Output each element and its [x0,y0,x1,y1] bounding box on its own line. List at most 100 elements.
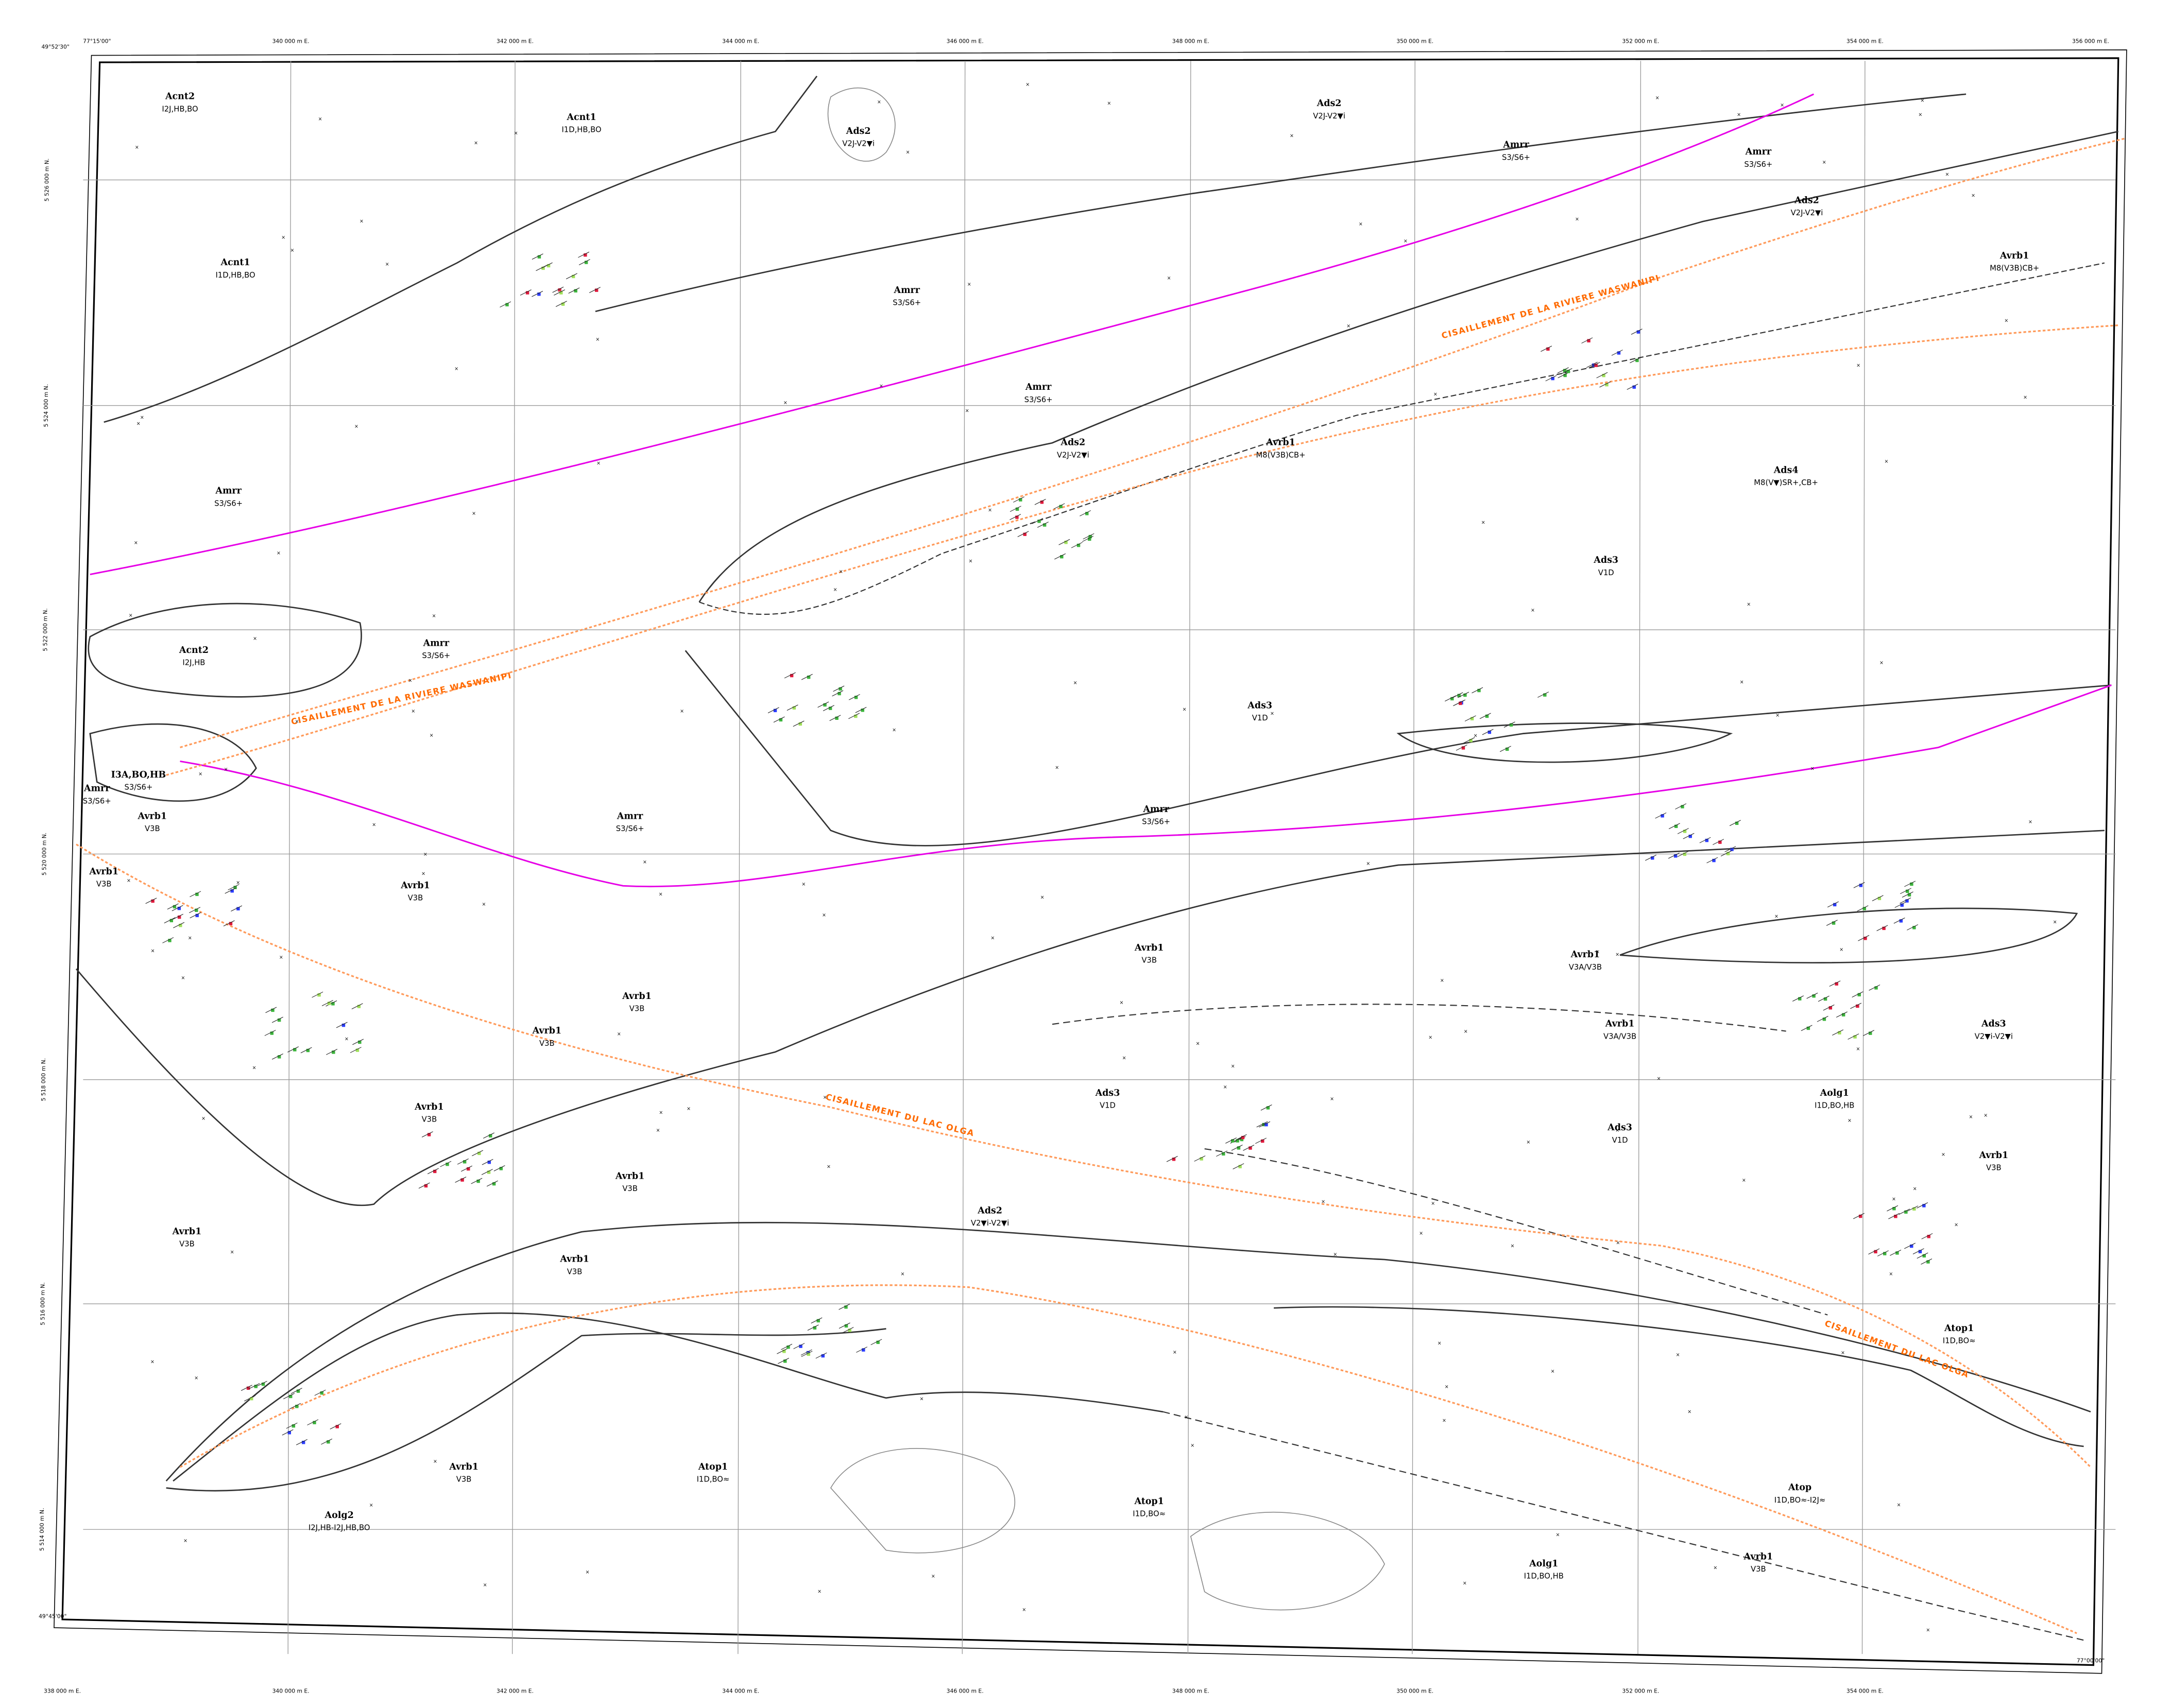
unit-code: Atop1 [698,1462,728,1472]
grid-line [1412,61,1415,1654]
outcrop-mark: × [969,559,973,564]
outcrop-mark: × [1419,1231,1423,1236]
outcrop-mark: × [1897,1502,1901,1508]
station [195,892,199,896]
station [854,696,858,699]
strike-symbol [1630,357,1642,364]
station [313,1421,316,1424]
station [331,1002,335,1006]
station [792,706,796,710]
strike-symbol [1921,1233,1933,1239]
strike-symbol [1801,1025,1813,1031]
station [1602,373,1605,377]
outcrop-mark: × [990,935,995,941]
strike-symbol [482,1159,493,1165]
station [1457,694,1461,697]
strike-symbol [1894,902,1906,908]
outcrop-mark: × [1025,82,1030,88]
station [1832,921,1836,925]
unit-lithology: V3B [456,1475,472,1483]
station [1864,937,1867,940]
outcrop-mark: × [127,878,131,884]
strike-symbol [1853,882,1865,888]
station [1088,534,1092,539]
contact [104,76,818,423]
outcrop-mark: × [1926,1628,1930,1633]
station [1922,1254,1926,1258]
station [460,1178,464,1182]
unit-lithology: V2▼i-V2▼i [1975,1032,2013,1041]
strike-symbol [784,672,796,679]
station [1240,1137,1244,1142]
strike-symbol [1464,715,1476,722]
outcrop-mark: × [1856,363,1860,369]
outcrop-mark: × [1184,1414,1188,1420]
contact [595,93,1967,313]
station [151,899,155,903]
station [546,264,551,268]
unit-lithology: M8(V3B)CB+ [1990,264,2039,272]
unit-lithology: S3/S6+ [1744,160,1772,169]
station [477,1151,481,1155]
strike-symbol [1010,514,1021,520]
strike-symbol [351,1003,363,1009]
strike-symbol [271,1053,283,1060]
station [1019,498,1022,502]
strike-symbol [793,720,805,727]
unit-lithology: V3B [1751,1565,1766,1574]
strike-symbol [839,1304,850,1310]
unit-code: Ads3 [1607,1123,1632,1133]
strike-symbol [296,1439,307,1445]
strike-symbol [1503,721,1515,728]
unit-code: Avrb1 [1134,943,1164,953]
unit-code: Ads2 [1317,98,1342,109]
strike-symbol [566,273,577,280]
strike-symbol [1900,898,1911,904]
unit-lithology: V3B [539,1039,555,1048]
unit-code: Avrb1 [615,1171,645,1181]
unit-lithology: I1D,HB,BO [215,271,255,280]
strike-symbol [817,701,829,708]
strike-symbol [1080,510,1091,516]
station [1806,1026,1810,1030]
easting-label: 338 000 m E. [44,1688,81,1695]
station [1587,339,1591,342]
strike-symbol [1499,746,1511,752]
strike-symbol [1729,820,1741,826]
strike-symbol [1720,850,1732,857]
outcrop-mark: × [408,678,413,683]
strike-symbol [486,1180,498,1187]
unit-lithology: V1D [1252,714,1268,722]
outcrop-mark: × [129,613,133,618]
station [1661,814,1664,818]
strike-symbol [1083,533,1095,540]
unit-lithology: I1D,HB,BO [561,126,601,134]
station [813,1326,817,1330]
strike-symbol [300,1047,312,1054]
contact [1274,1306,2084,1447]
strike-symbol [1463,737,1475,744]
strike-symbol [1806,992,1818,999]
station [854,714,858,718]
strike-symbol [173,922,185,928]
unit-lithology: V2J-V2▼i [1057,451,1089,459]
unit-code: Atop1 [1134,1496,1164,1507]
station [1551,376,1554,381]
station [1635,358,1639,363]
strike-symbol [350,1047,362,1053]
strike-symbol [1034,498,1046,505]
outcrop-mark: × [1040,895,1045,901]
station [807,675,811,679]
station [1892,1206,1896,1211]
strike-symbol [255,1381,267,1387]
outcrop-mark: × [1551,1369,1555,1374]
station [839,687,842,691]
strike-symbol [1581,337,1593,344]
outcrop-mark: × [1713,1565,1717,1571]
station [489,1134,492,1138]
strike-symbol [1588,362,1600,368]
unit-lithology: V3B [567,1267,583,1276]
outcrop-mark: × [230,1249,234,1255]
station [467,1167,470,1171]
